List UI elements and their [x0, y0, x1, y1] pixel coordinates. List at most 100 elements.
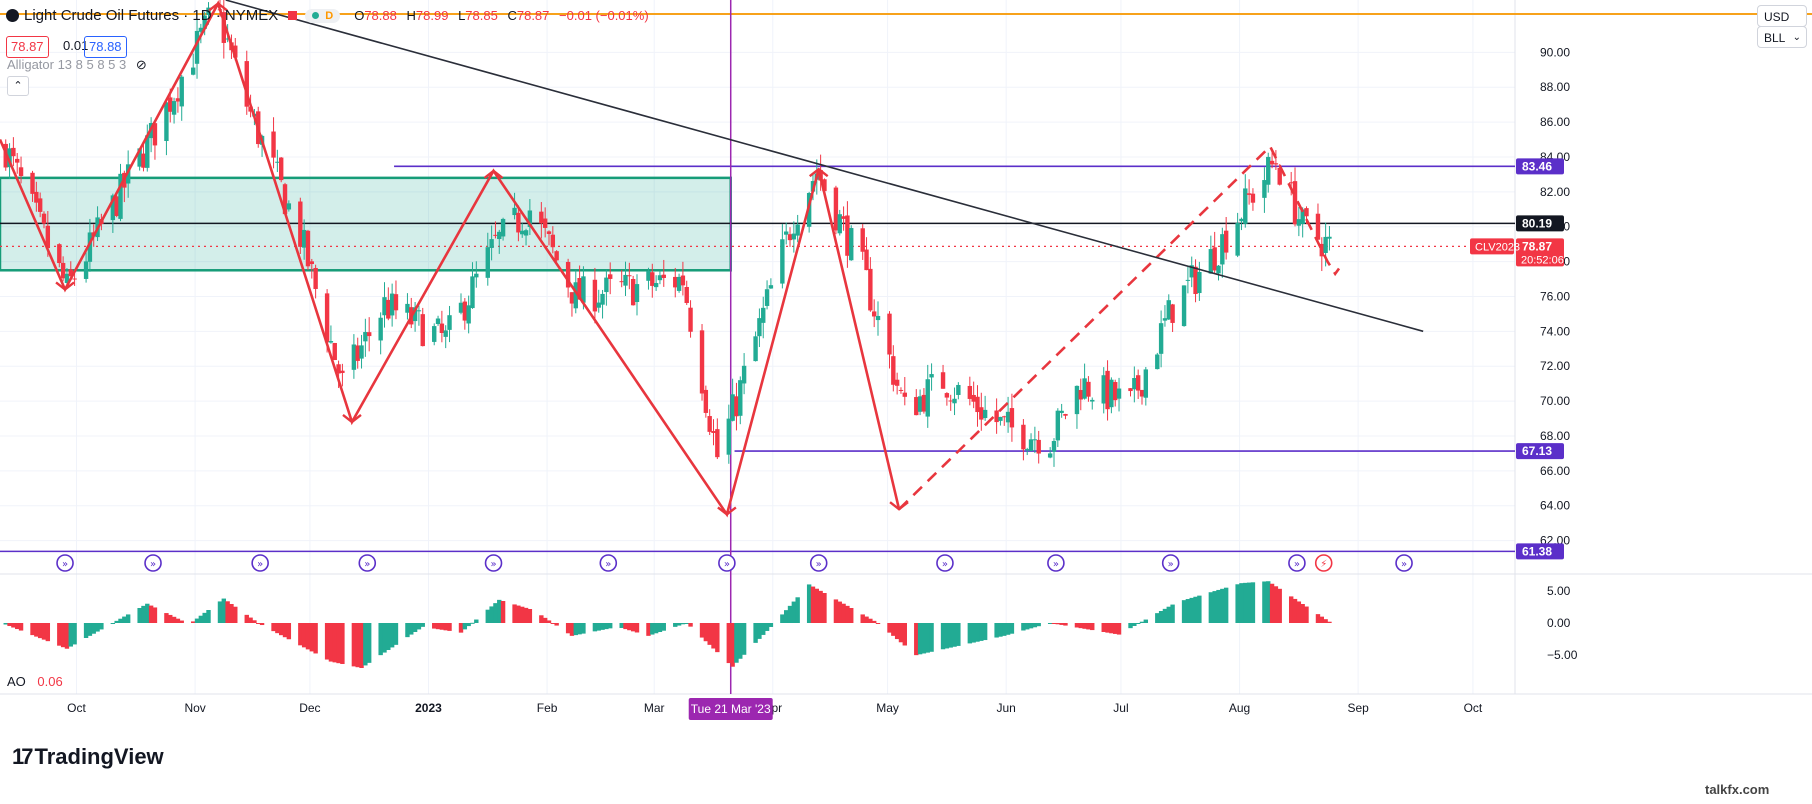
candle-body — [1135, 375, 1141, 391]
candle-body — [206, 7, 211, 15]
ao-bar — [1128, 623, 1133, 629]
ao-bar — [1105, 623, 1110, 633]
time-tick-label: Feb — [537, 701, 558, 715]
zigzag-pattern[interactable] — [0, 0, 901, 518]
candle-body — [661, 274, 666, 278]
ao-bar — [493, 603, 498, 623]
ao-bar — [1009, 623, 1015, 634]
candle-body — [359, 345, 364, 359]
ao-bar — [57, 623, 62, 646]
arrow-event-icon[interactable] — [718, 554, 736, 572]
candle-body — [711, 431, 716, 433]
event-glyph: ⚡ — [1320, 559, 1327, 570]
buy-price-box[interactable]: 78.88 — [84, 36, 127, 58]
arrow-event-icon[interactable] — [144, 554, 162, 572]
arrow-event-icon[interactable] — [1395, 554, 1413, 572]
ao-bar — [191, 621, 196, 623]
symbol-icon[interactable] — [6, 9, 19, 22]
ao-bar — [148, 605, 154, 623]
candle-body — [171, 101, 177, 115]
ao-bar — [604, 623, 609, 630]
candle-body — [891, 356, 896, 385]
candle-body — [466, 305, 471, 324]
price-tick-label: 64.00 — [1540, 499, 1570, 513]
arrow-event-icon[interactable] — [1288, 554, 1306, 572]
ao-bar — [497, 599, 502, 623]
candle-body — [833, 187, 839, 231]
candle-body — [791, 233, 797, 240]
ao-bar — [527, 609, 533, 623]
price-label-bg — [1516, 158, 1564, 175]
symbol-label: CLV2023 — [1475, 241, 1520, 253]
collapse-legend-button[interactable]: ⌃ — [7, 76, 29, 96]
ao-bar — [34, 623, 39, 637]
arrow-event-icon[interactable] — [599, 554, 618, 572]
trendline[interactable] — [225, 0, 1424, 333]
currency-button[interactable]: USD — [1757, 5, 1807, 27]
ao-indicator-label[interactable]: AO 0.06 — [7, 674, 63, 689]
hidden-eye-icon[interactable]: ⊘ — [135, 57, 147, 72]
ao-bar — [313, 623, 318, 654]
ao-bar — [822, 593, 827, 623]
arrow-event-icon[interactable] — [809, 554, 828, 572]
event-markers[interactable]: » » » » » » » » » » » » ⚡ » — [56, 554, 1413, 572]
session-toggle[interactable]: D — [305, 8, 341, 23]
ao-bar — [1246, 582, 1252, 623]
ao-bar — [1132, 623, 1137, 626]
candle-body — [1288, 182, 1294, 184]
arrow-event-icon[interactable] — [1161, 554, 1180, 572]
symbol-title[interactable]: Light Crude Oil Futures · 1D · NYMEX — [24, 7, 279, 24]
ao-bar — [569, 623, 575, 636]
candle-body — [1239, 218, 1244, 222]
unit-label: BLL — [1764, 31, 1786, 45]
candle-body — [680, 275, 686, 286]
price-tick-label: 90.00 — [1540, 45, 1570, 59]
sell-price-box[interactable]: 78.87 — [6, 36, 49, 58]
ao-bar — [868, 618, 873, 623]
arrow-event-icon[interactable] — [251, 554, 269, 572]
candle-body — [389, 293, 395, 316]
candle-body — [523, 230, 529, 236]
candle-body — [405, 303, 410, 313]
unit-button[interactable]: BLL ⌄ — [1757, 26, 1807, 48]
candle-body — [871, 311, 877, 317]
ao-bar — [432, 623, 437, 629]
alligator-indicator-label[interactable]: Alligator 13 8 5 8 5 3 ⊘ — [7, 57, 147, 73]
ao-bar — [122, 616, 127, 623]
candle-body — [1246, 193, 1252, 195]
arrow-event-icon[interactable] — [484, 554, 503, 572]
candle-body — [1197, 271, 1202, 294]
candle-body — [179, 76, 184, 107]
arrow-event-icon[interactable] — [1047, 554, 1065, 572]
arrow-event-icon[interactable] — [358, 554, 377, 572]
candle-body — [443, 330, 448, 337]
event-glyph: » — [1168, 559, 1174, 570]
candle-body — [565, 261, 571, 288]
candle-body — [573, 282, 578, 309]
change-value: −0.01 (−0.01%) — [559, 8, 649, 23]
ao-bar — [1185, 599, 1191, 623]
candle-body — [1009, 408, 1015, 428]
tradingview-logo[interactable]: 17 TradingView — [12, 744, 164, 770]
candle-body — [432, 326, 437, 342]
projected-zigzag[interactable] — [898, 144, 1341, 511]
arrow-event-icon[interactable] — [56, 554, 74, 572]
flag-icon[interactable] — [288, 11, 298, 20]
drawings[interactable] — [0, 0, 1424, 518]
candle-body — [175, 98, 181, 102]
ao-bar — [1074, 623, 1080, 628]
ao-bar — [1315, 614, 1321, 623]
candle-body — [301, 229, 307, 248]
ao-bar — [673, 623, 678, 627]
candle-body — [554, 251, 559, 261]
ao-bar — [286, 623, 292, 640]
lightning-event-icon[interactable] — [1314, 554, 1333, 572]
arrow-event-icon[interactable] — [936, 554, 954, 572]
candle-body — [1086, 381, 1091, 397]
ao-bar — [1300, 603, 1305, 623]
candle-body — [795, 224, 800, 236]
candle-body — [1262, 180, 1267, 198]
candle-body — [489, 239, 494, 248]
ao-bar — [125, 614, 131, 623]
